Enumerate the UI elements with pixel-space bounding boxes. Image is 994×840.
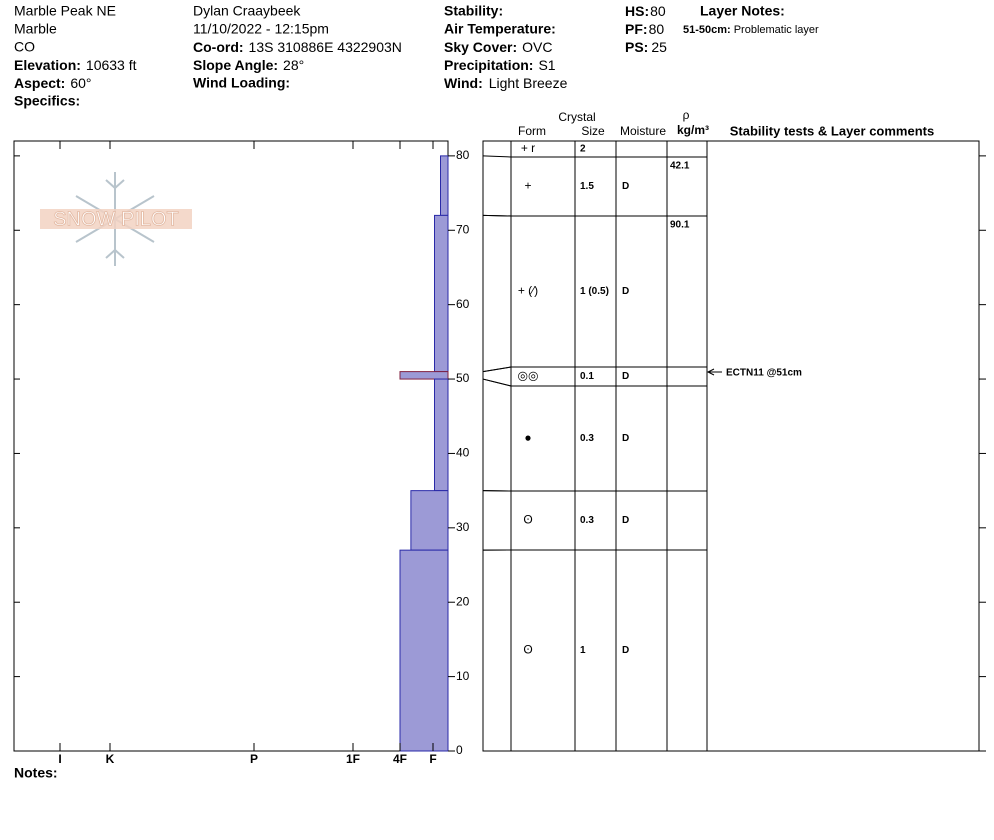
moisture: D — [622, 515, 629, 526]
connector — [482, 214, 512, 217]
stability: Stability: — [444, 3, 503, 19]
hardness-bar — [399, 549, 449, 752]
table-frame — [482, 140, 980, 752]
slope: Slope Angle: 28° — [193, 57, 304, 73]
comments-header: Stability tests & Layer comments — [730, 123, 934, 138]
crystal-size: 0.3 — [580, 515, 594, 526]
stability-test: ECTN11 @51cm — [726, 368, 802, 379]
crystal-header: Crystal — [558, 110, 595, 124]
depth-label: 70 — [456, 222, 470, 236]
depth-label: 80 — [456, 148, 470, 162]
crystal-size: 0.1 — [580, 371, 594, 382]
connector — [482, 378, 512, 387]
observer: Dylan Craaybeek — [193, 3, 301, 19]
crystal-form: + (⁄) — [518, 284, 538, 298]
crystal-form: + — [524, 179, 531, 193]
elevation: Elevation: 10633 ft — [14, 57, 137, 73]
depth-label: 40 — [456, 446, 470, 460]
crystal-form: ʘ — [523, 513, 532, 527]
site-name: Marble Peak NE — [14, 3, 116, 19]
datetime: 11/10/2022 - 12:15pm — [193, 21, 329, 37]
crystal-size: 1.5 — [580, 181, 594, 192]
connector — [482, 155, 512, 158]
depth-label: 30 — [456, 520, 470, 534]
depth-label: 50 — [456, 371, 470, 385]
moisture: D — [622, 645, 629, 656]
test-arrowhead — [706, 368, 715, 376]
moisture: D — [622, 371, 629, 382]
form-header: Form — [518, 124, 546, 138]
layer-notes-title: Layer Notes: — [700, 3, 785, 19]
moisture: D — [622, 286, 629, 297]
aspect: Aspect: 60° — [14, 75, 92, 91]
crystal-form: ʘ — [523, 643, 532, 657]
ps: PS: 25 — [625, 39, 667, 55]
logo-band — [40, 209, 192, 229]
hardness-frame — [13, 140, 449, 752]
precipitation: Precipitation: S1 — [444, 57, 556, 73]
depth-label: 0 — [456, 743, 463, 757]
coord: Co-ord: 13S 310886E 4322903N — [193, 39, 402, 55]
air-temperature: Air Temperature: — [444, 21, 556, 37]
logo-text: SNOW PILOT — [53, 208, 179, 230]
wind: Wind: Light Breeze — [444, 75, 568, 91]
layer-note: 51-50cm: Problematic layer — [683, 24, 819, 36]
density: 42.1 — [670, 161, 690, 172]
site-state: CO — [14, 39, 35, 55]
depth-label: 20 — [456, 594, 470, 608]
crystal-size: 1 — [580, 645, 586, 656]
crystal-form: + r — [521, 141, 535, 155]
density: 90.1 — [670, 220, 690, 231]
crystal-size: 2 — [580, 144, 586, 155]
moisture-header: Moisture — [620, 124, 666, 138]
hardness-label: I — [58, 752, 61, 766]
pf: PF:80 — [625, 21, 664, 37]
crystal-size: 1 (0.5) — [580, 286, 609, 297]
table-columns — [510, 141, 708, 751]
density-header: kg/m³ — [677, 123, 709, 137]
hardness-bar — [434, 214, 449, 373]
crystal-form: ◎◎ — [518, 369, 539, 383]
depth-label: 60 — [456, 297, 470, 311]
hardness-bar — [399, 371, 449, 380]
size-header: Size — [581, 124, 605, 138]
site-range: Marble — [14, 21, 57, 37]
hardness-label: K — [106, 752, 115, 766]
hardness-bar — [410, 490, 449, 551]
hardness-label: P — [250, 752, 258, 766]
sky-cover: Sky Cover: OVC — [444, 39, 553, 55]
hardness-label: F — [429, 752, 436, 766]
crystal-size: 0.3 — [580, 433, 594, 444]
hardness-label: 4F — [393, 752, 407, 766]
specifics: Specifics: — [14, 93, 80, 109]
hardness-label: 1F — [346, 752, 360, 766]
crystal-form: ● — [524, 431, 531, 445]
hardness-bar — [440, 155, 449, 216]
moisture: D — [622, 181, 629, 192]
hs: HS:80 — [625, 3, 666, 19]
connector — [482, 366, 512, 373]
hardness-bar — [434, 378, 449, 492]
depth-label: 10 — [456, 669, 470, 683]
moisture: D — [622, 433, 629, 444]
notes: Notes: — [14, 765, 58, 781]
wind-loading: Wind Loading: — [193, 75, 290, 91]
rho-header: ρ — [683, 108, 690, 122]
